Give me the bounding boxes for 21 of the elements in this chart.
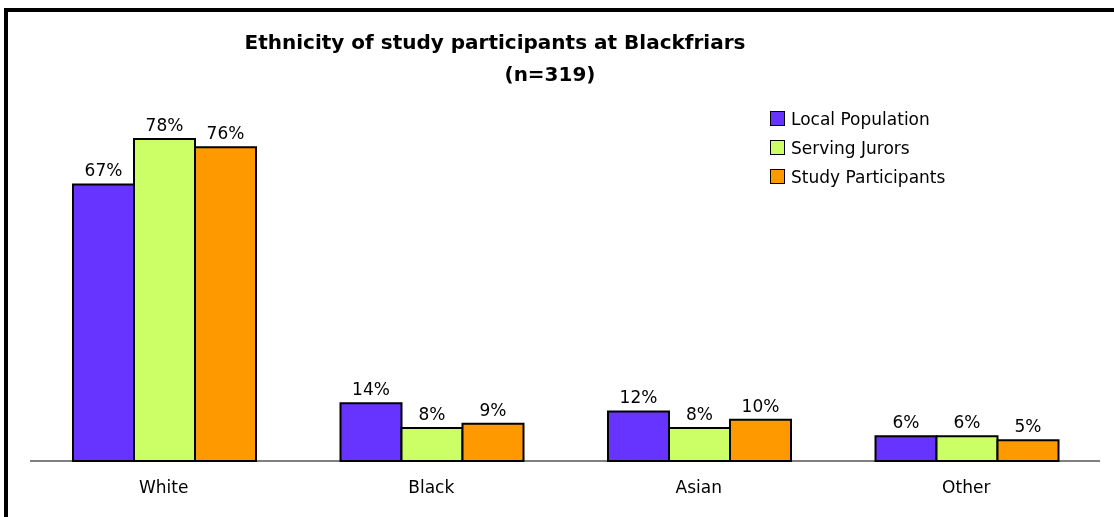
data-label: 78%: [145, 115, 184, 135]
legend-label: Study Participants: [791, 166, 946, 187]
data-label: 14%: [352, 379, 390, 400]
data-label: 8%: [418, 403, 446, 424]
data-label: 76%: [206, 123, 245, 144]
data-label: 5%: [1014, 416, 1042, 437]
data-label: 6%: [892, 412, 920, 433]
legend-label: Local Population: [791, 108, 930, 129]
data-label: 6%: [953, 412, 981, 433]
legend-label: Serving Jurors: [791, 137, 910, 158]
x-tick-label: Asian: [675, 477, 722, 498]
x-tick-label: Black: [408, 477, 455, 498]
data-label: 67%: [84, 160, 123, 181]
x-tick-label: White: [139, 477, 189, 498]
data-label: 12%: [619, 387, 658, 408]
data-label: 9%: [479, 399, 507, 420]
chart-subtitle: (n=319): [503, 62, 597, 86]
data-label: 10%: [741, 395, 780, 416]
data-label: 8%: [686, 403, 713, 424]
x-tick-label: Other: [942, 477, 991, 498]
chart-title: Ethnicity of study participants at Blackfriars: [243, 30, 747, 54]
